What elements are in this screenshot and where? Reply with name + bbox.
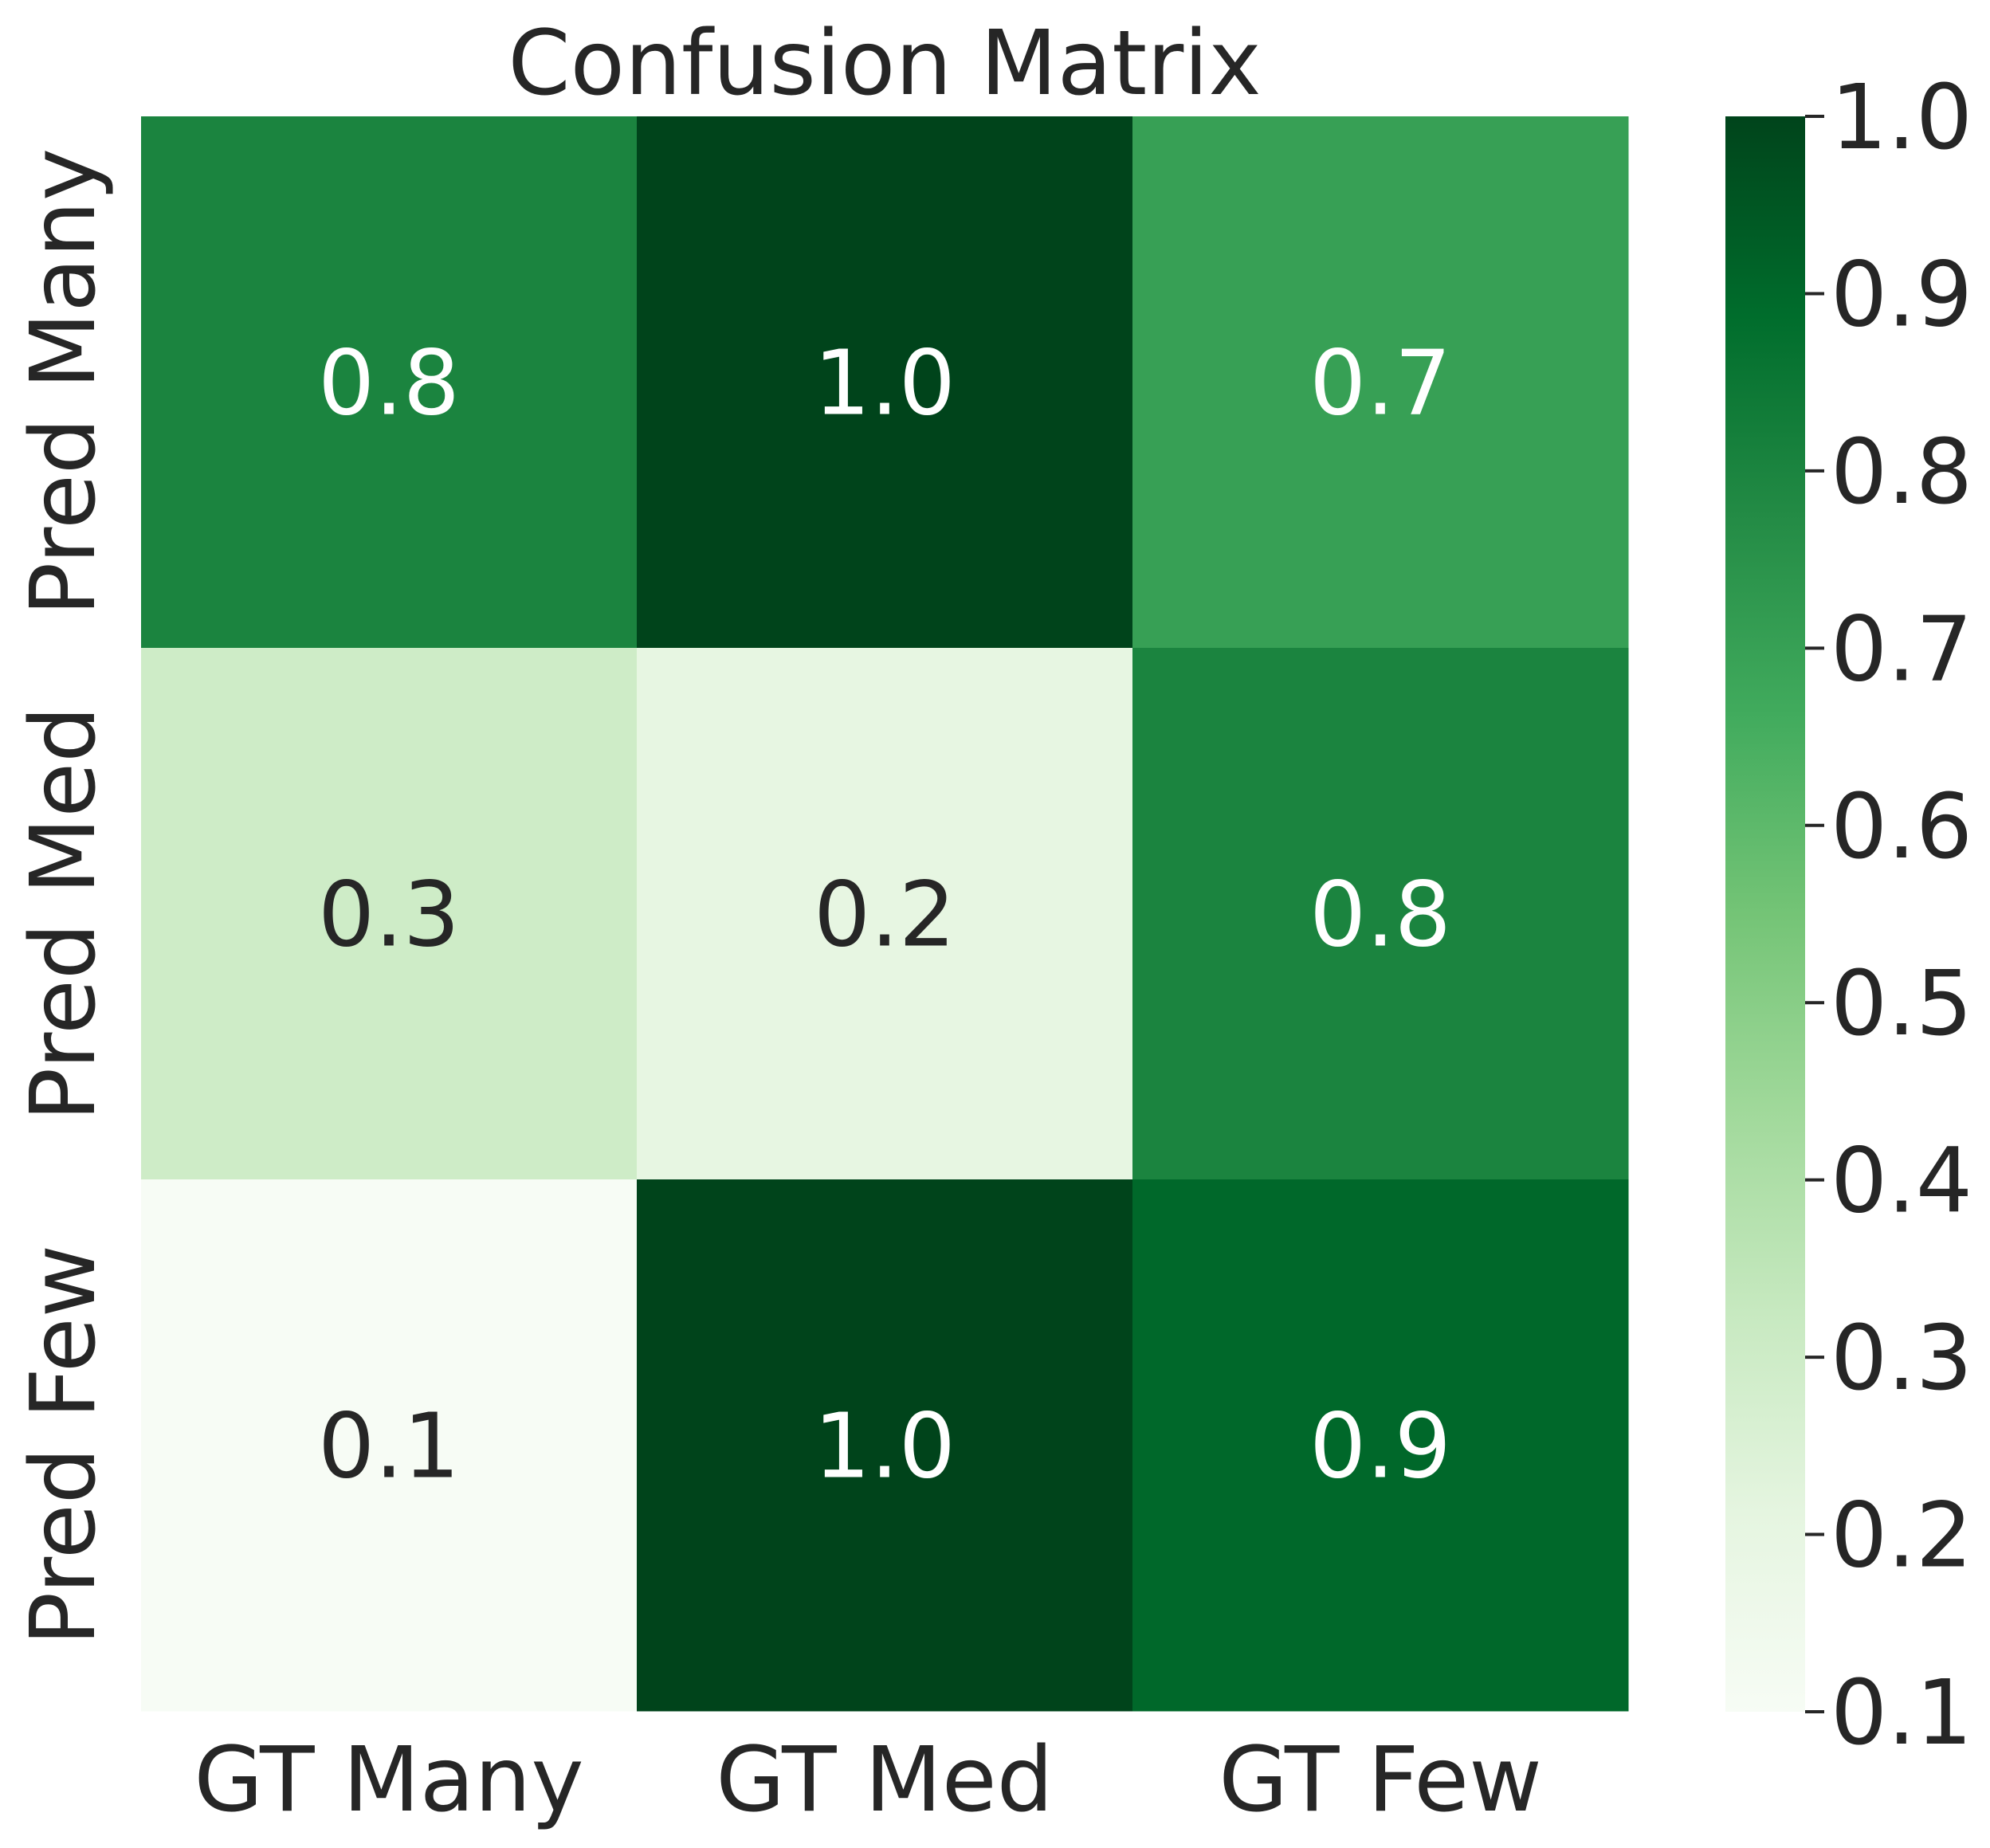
cell-value-label-r1-c1: 0.2: [814, 864, 956, 967]
heatmap-cell-r2-c1: [637, 1179, 1133, 1712]
y-axis-tick-labels: Pred Many Pred Med Pred Few: [12, 148, 116, 1646]
heatmap-cell-r2-c0: [141, 1179, 638, 1712]
cell-value-label-r0-c1: 1.0: [814, 332, 956, 436]
cell-value-label-r1-c2: 0.8: [1309, 864, 1451, 967]
colorbar-tick-label-6: 0.7: [1831, 598, 1972, 701]
heatmap-cell-r0-c2: [1132, 116, 1629, 649]
heatmap-cell-r1-c2: [1132, 648, 1629, 1180]
x-axis-tick-labels: GT Many GT Med GT Few: [194, 1728, 1541, 1832]
y-tick-label-0: Pred Many: [12, 148, 116, 616]
colorbar-tick-label-2: 0.3: [1831, 1307, 1972, 1411]
heatmap-cells: [141, 116, 1629, 1712]
y-tick-label-1: Pred Med: [12, 706, 116, 1121]
colorbar: [1725, 116, 1805, 1712]
heatmap-cell-r2-c2: [1132, 1179, 1629, 1712]
cell-value-label-r2-c1: 1.0: [814, 1395, 956, 1499]
colorbar-tick-label-1: 0.2: [1831, 1485, 1972, 1588]
chart-title: Confusion Matrix: [508, 12, 1261, 116]
colorbar-tick-label-8: 0.9: [1831, 243, 1972, 347]
cell-annotations: 0.8 1.0 0.7 0.3 0.2 0.8 0.1 1.0 0.9: [318, 332, 1451, 1499]
heatmap-cell-r1-c1: [637, 648, 1133, 1180]
cell-value-label-r1-c0: 0.3: [318, 864, 460, 967]
heatmap-cell-r0-c1: [637, 116, 1133, 649]
cell-value-label-r2-c0: 0.1: [318, 1395, 460, 1499]
cell-value-label-r0-c0: 0.8: [318, 332, 460, 436]
colorbar-tick-label-0: 0.1: [1831, 1662, 1972, 1765]
cell-value-label-r2-c2: 0.9: [1309, 1395, 1451, 1499]
colorbar-ticks: 0.1 0.2 0.3 0.4 0.5 0.6 0.7 0.8 0.9 1.0: [1805, 66, 1972, 1765]
x-tick-label-0: GT Many: [194, 1728, 583, 1832]
x-tick-label-2: GT Few: [1219, 1728, 1542, 1832]
colorbar-tick-label-4: 0.5: [1831, 952, 1972, 1056]
cell-value-label-r0-c2: 0.7: [1309, 332, 1451, 436]
colorbar-tick-label-5: 0.6: [1831, 775, 1972, 879]
colorbar-tick-label-9: 1.0: [1831, 66, 1972, 170]
heatmap-cell-r0-c0: [141, 116, 638, 649]
colorbar-tick-label-7: 0.8: [1831, 421, 1972, 524]
heatmap-cell-r1-c0: [141, 648, 638, 1180]
x-tick-label-1: GT Med: [716, 1728, 1053, 1832]
y-tick-label-2: Pred Few: [12, 1245, 116, 1646]
colorbar-tick-label-3: 0.4: [1831, 1130, 1972, 1234]
